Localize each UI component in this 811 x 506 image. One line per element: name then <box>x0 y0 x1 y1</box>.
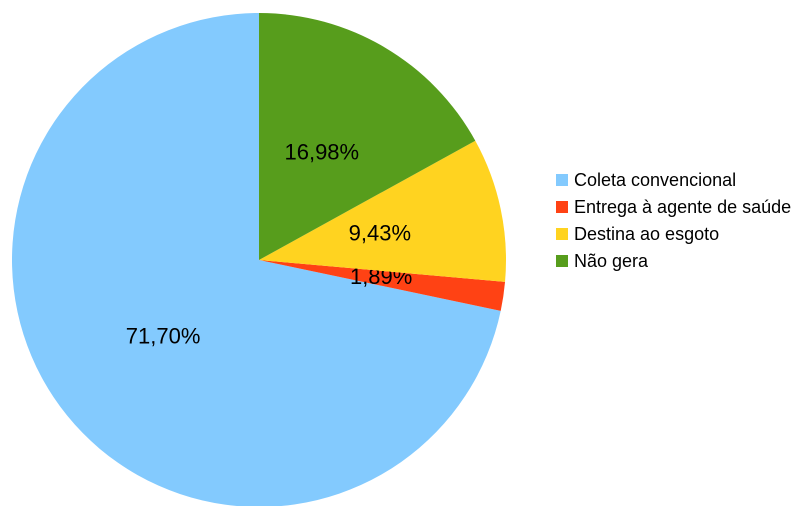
legend-item: Destina ao esgoto <box>556 224 806 245</box>
legend-label: Entrega à agente de saúde <box>574 197 792 217</box>
data-label: 16,98% <box>284 139 359 164</box>
pie-slice <box>259 13 476 260</box>
legend-item: Não gera <box>556 251 806 272</box>
pie-slice <box>12 13 501 506</box>
data-label: 71,70% <box>126 324 201 349</box>
legend-label: Coleta convencional <box>574 170 737 190</box>
legend-swatch <box>556 228 568 240</box>
legend-label: Destina ao esgoto <box>574 224 720 244</box>
legend: Coleta convencional Entrega à agente de s… <box>556 170 806 278</box>
legend-swatch <box>556 174 568 186</box>
legend-item: Coleta convencional <box>556 170 806 191</box>
data-label: 9,43% <box>349 220 411 245</box>
legend-item: Entrega à agente de saúde <box>556 197 806 218</box>
legend-label: Não gera <box>574 251 649 271</box>
legend-swatch <box>556 255 568 267</box>
pie-slice <box>259 260 506 311</box>
pie-chart: 71,70%1,89%9,43%16,98% <box>12 13 506 506</box>
pie-slice <box>259 140 506 282</box>
legend-swatch <box>556 201 568 213</box>
